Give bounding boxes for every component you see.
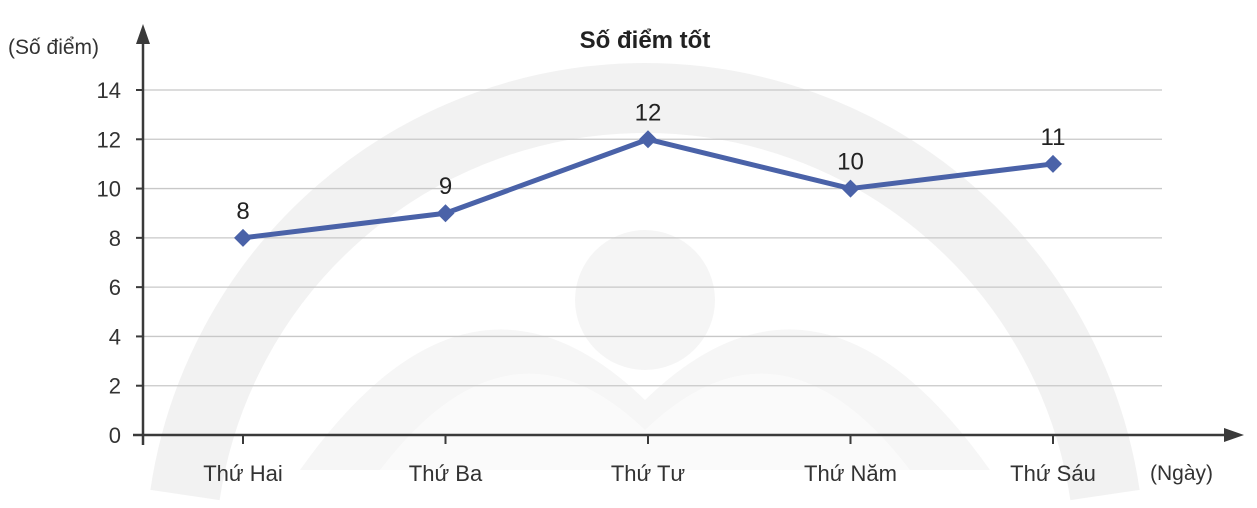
y-tick-label: 10: [97, 177, 121, 202]
y-tick-label: 6: [109, 275, 121, 300]
data-label: 9: [439, 173, 452, 200]
x-tick-label: Thứ Sáu: [1010, 461, 1096, 486]
data-point-marker: [841, 179, 860, 198]
y-tick-label: 4: [109, 324, 121, 349]
x-tick-label: Thứ Năm: [804, 461, 897, 486]
data-label: 8: [236, 198, 249, 225]
gridlines: [143, 89, 1162, 387]
data-label: 11: [1041, 124, 1066, 151]
series: [234, 130, 1062, 247]
data-label: 12: [635, 99, 662, 126]
data-label: 10: [837, 149, 864, 176]
data-labels: 8 9 12 10 11: [236, 99, 1065, 225]
x-tick-label: Thứ Ba: [409, 461, 483, 486]
y-tick-label: 0: [109, 423, 121, 448]
y-tick-label: 2: [109, 374, 121, 399]
x-tick-label: Thứ Tư: [611, 461, 686, 486]
data-point-marker: [639, 130, 657, 149]
y-tick-label: 14: [97, 78, 121, 103]
y-axis-title: (Số điểm): [8, 36, 99, 59]
x-tick-label: Thứ Hai: [203, 461, 283, 486]
y-tick-label: 12: [97, 127, 121, 152]
x-tick-labels: Thứ Hai Thứ Ba Thứ Tư Thứ Năm Thứ Sáu: [203, 461, 1096, 486]
x-axis-title: (Ngày): [1150, 462, 1213, 485]
x-axis-arrow-icon: [1224, 428, 1244, 442]
chart-title: Số điểm tốt: [580, 27, 711, 54]
data-point-marker: [436, 204, 455, 223]
y-tick-labels: 0 2 4 6 8 10 12 14: [97, 78, 121, 448]
data-point-marker: [234, 228, 252, 247]
y-tick-label: 8: [109, 226, 121, 251]
axes: [133, 24, 1244, 445]
y-axis-arrow-icon: [136, 24, 150, 44]
data-point-marker: [1044, 154, 1062, 173]
